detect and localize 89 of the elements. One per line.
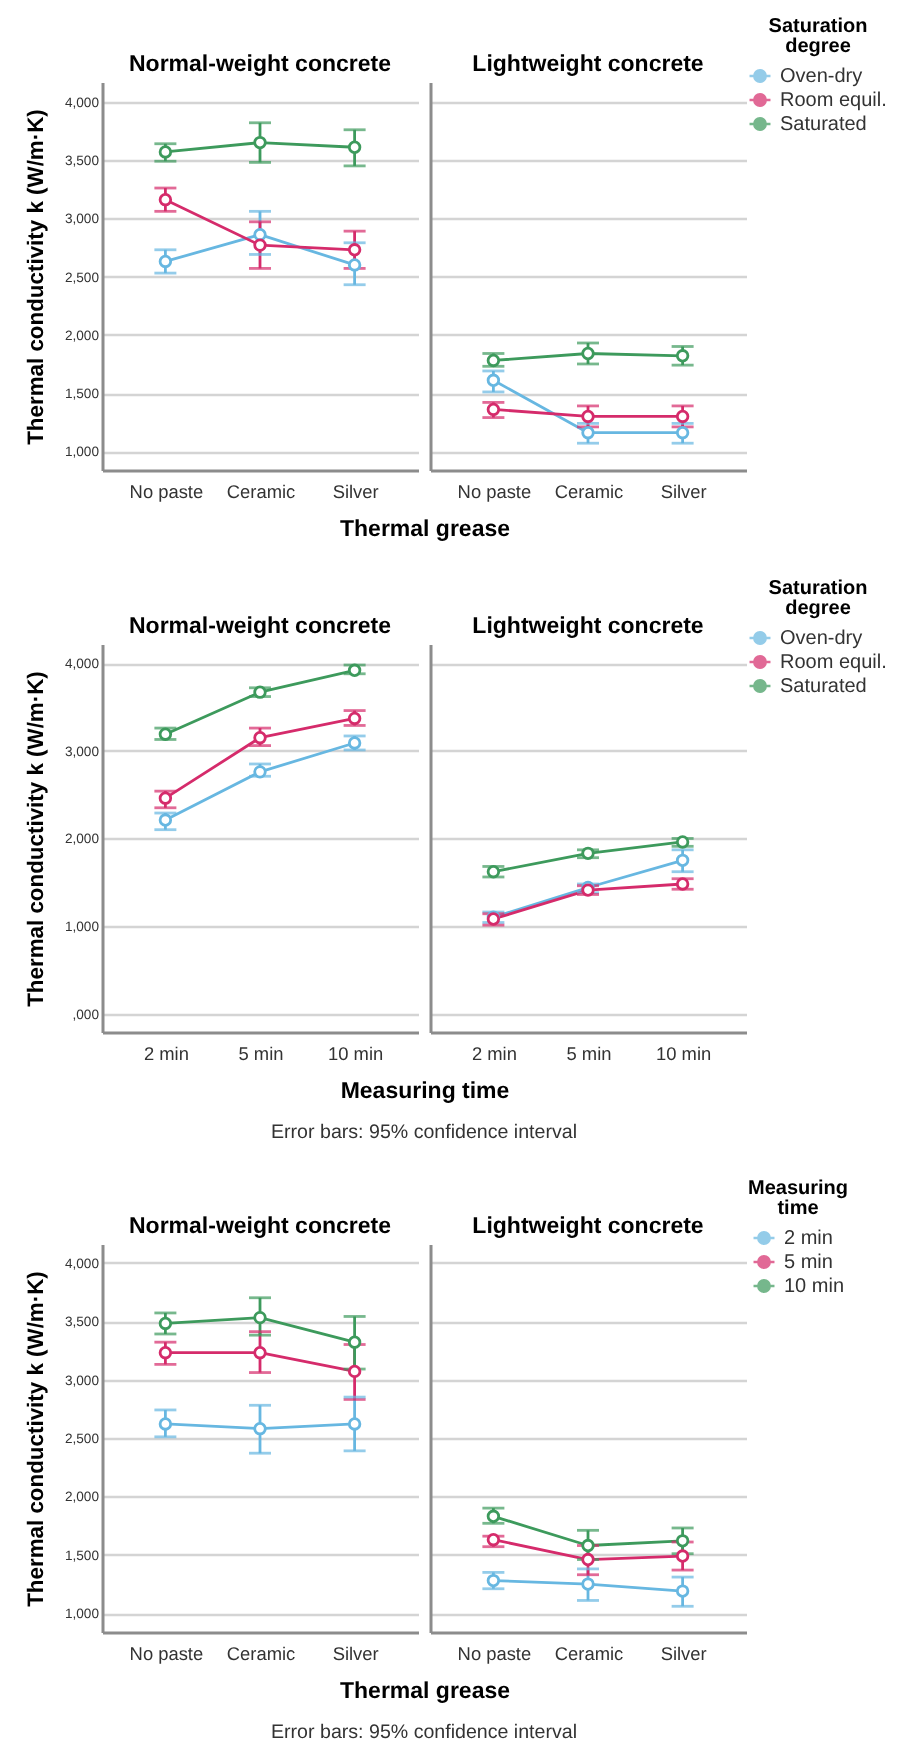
point	[158, 254, 173, 269]
point	[253, 731, 267, 745]
point	[675, 835, 690, 849]
point	[675, 426, 690, 440]
point	[253, 227, 267, 242]
legend-label: 10 min	[784, 1276, 845, 1298]
legend-title: Saturation degree	[768, 16, 868, 58]
point	[158, 791, 173, 805]
chart-title: Normal-weight concrete	[129, 53, 391, 77]
x-tick-label: Ceramic	[226, 482, 297, 502]
point	[581, 426, 595, 440]
chart-title: Lightweight concrete	[472, 615, 704, 639]
point	[347, 140, 362, 154]
y-axis-title: Thermal conductivity k (W/m·K)	[24, 1270, 49, 1607]
point	[347, 1364, 362, 1379]
point	[347, 736, 362, 750]
point	[253, 1346, 267, 1360]
point	[158, 1316, 173, 1331]
x-tick-label: 10 min	[656, 1044, 712, 1064]
x-tick-label: 5 min	[238, 1044, 284, 1064]
point	[675, 1549, 690, 1563]
point	[347, 1335, 362, 1349]
x-tick-label: 2 min	[143, 1044, 189, 1064]
chart-title: Lightweight concrete	[472, 1215, 704, 1239]
point	[158, 1346, 173, 1360]
point	[347, 663, 362, 677]
point	[675, 853, 690, 868]
x-tick-label: No paste	[457, 482, 532, 502]
x-tick-label: No paste	[457, 1644, 532, 1664]
point	[347, 1417, 362, 1431]
point	[158, 1417, 173, 1431]
y-axis-title: Thermal conductivity k (W/m·K)	[24, 670, 49, 1007]
point	[253, 1421, 267, 1436]
x-tick-label: Silver	[660, 1644, 707, 1664]
legend-label: 5 min	[784, 1252, 833, 1274]
point	[581, 1538, 595, 1553]
text: Error bars: 95% confidence interval	[270, 1122, 578, 1144]
x-tick-label: Silver	[332, 482, 379, 502]
point	[347, 243, 362, 257]
point	[158, 727, 173, 741]
x-axis-title: Measuring time	[340, 1080, 510, 1105]
legend-label: Room equil.	[780, 652, 887, 674]
x-axis-title: Thermal grease	[339, 518, 511, 543]
point	[581, 1577, 595, 1591]
point	[486, 402, 501, 417]
x-tick-label: 10 min	[328, 1044, 384, 1064]
point	[675, 1534, 690, 1548]
text: Error bars: 95% confidence interval	[270, 1722, 578, 1744]
x-tick-label: Ceramic	[554, 1644, 625, 1664]
point	[675, 409, 690, 424]
legend-label: Room equil.	[780, 90, 887, 112]
point	[486, 1509, 501, 1523]
x-tick-label: Ceramic	[554, 482, 625, 502]
x-tick-label: Ceramic	[226, 1644, 297, 1664]
legend-label: Saturated	[780, 114, 867, 136]
chart-title: Normal-weight concrete	[129, 1215, 391, 1239]
point	[253, 765, 267, 779]
chart-title: Lightweight concrete	[472, 53, 704, 77]
point	[253, 685, 267, 699]
point	[158, 193, 173, 207]
point	[581, 409, 595, 424]
x-tick-label: 2 min	[471, 1044, 517, 1064]
x-axis-title: Thermal grease	[339, 1680, 511, 1705]
point	[253, 238, 267, 252]
x-tick-label: No paste	[129, 1644, 204, 1664]
point	[486, 865, 501, 879]
x-tick-label: 5 min	[566, 1044, 612, 1064]
legend-label: 2 min	[784, 1228, 833, 1250]
legend-label: Oven-dry	[780, 66, 863, 88]
legend-label: Oven-dry	[780, 628, 863, 650]
point	[581, 1552, 595, 1567]
point	[347, 711, 362, 726]
x-tick-label: No paste	[129, 482, 204, 502]
point	[253, 1310, 267, 1325]
point	[581, 346, 595, 361]
point	[347, 258, 362, 272]
legend-title: Measuring time	[747, 1178, 849, 1220]
point	[253, 135, 267, 150]
point	[675, 877, 690, 891]
x-tick-label: Silver	[332, 1644, 379, 1664]
y-axis-title: Thermal conductivity k (W/m·K)	[24, 108, 49, 445]
chart-title: Normal-weight concrete	[129, 615, 391, 639]
point	[581, 846, 595, 861]
legend-title: Saturation degree	[768, 578, 868, 620]
point	[158, 813, 173, 827]
point	[486, 373, 501, 387]
x-tick-label: Silver	[660, 482, 707, 502]
legend-label: Saturated	[780, 676, 867, 698]
point	[675, 1584, 690, 1598]
